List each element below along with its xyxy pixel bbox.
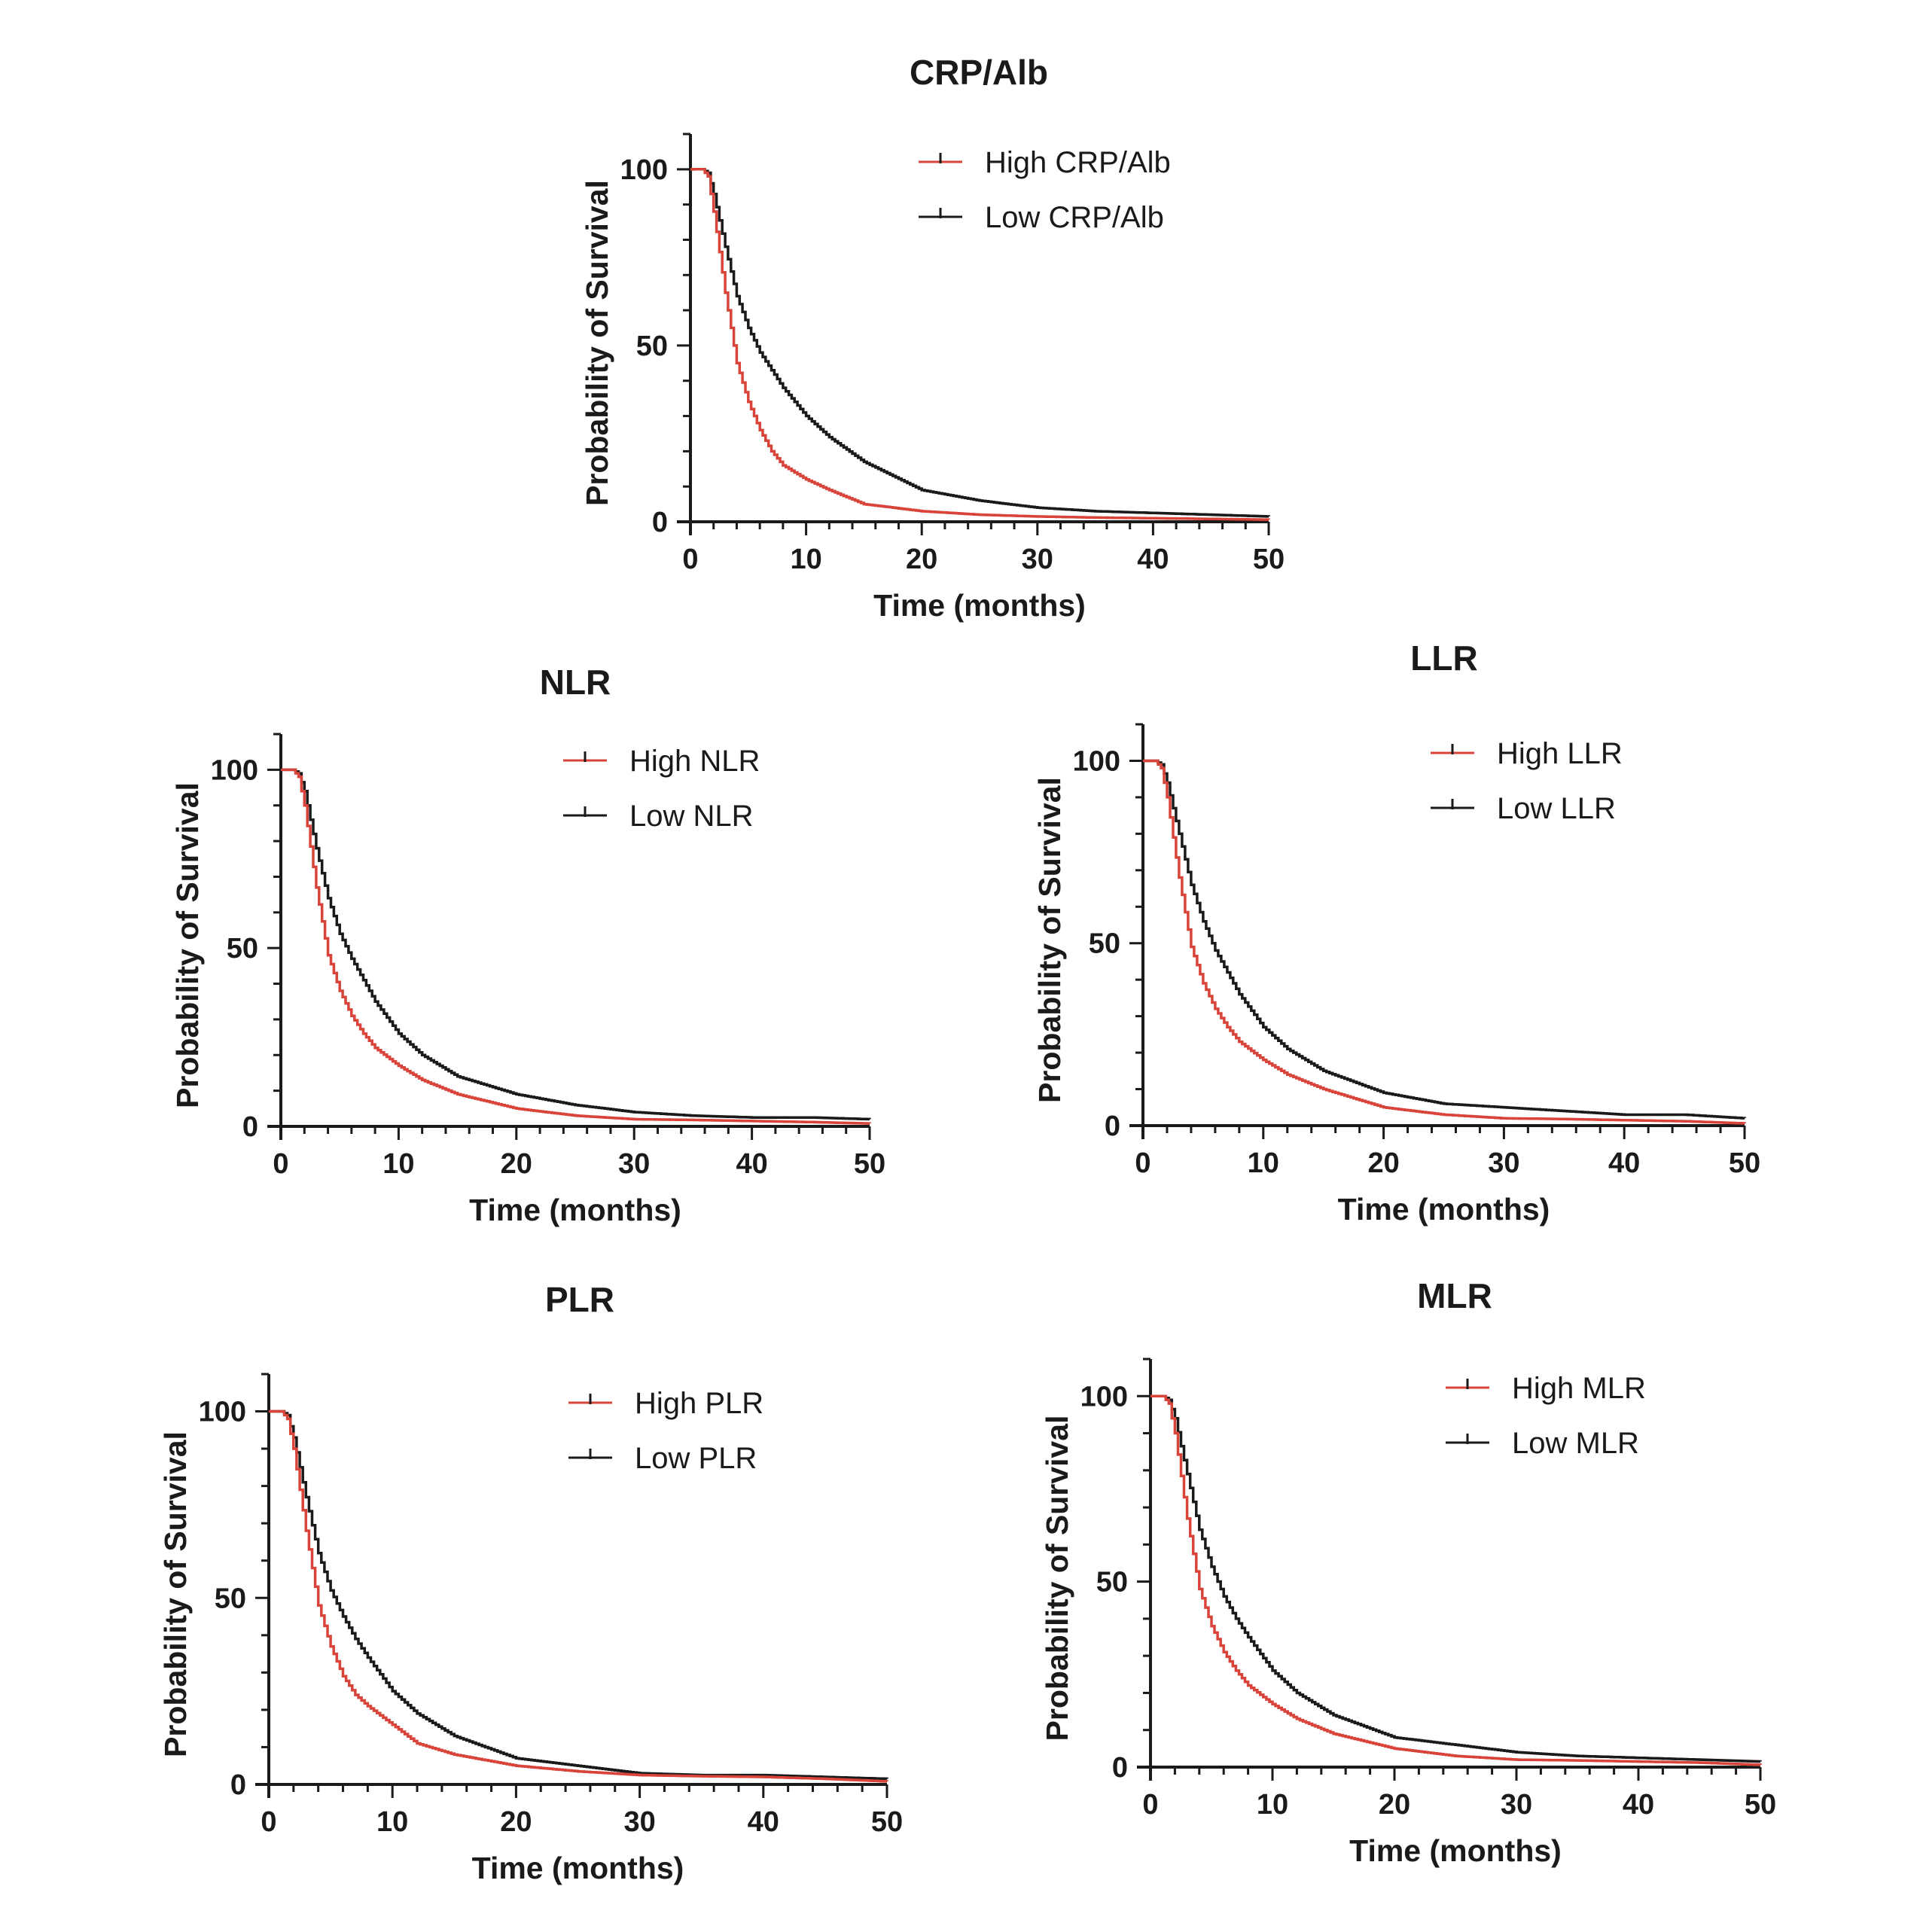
legend-item: Low PLR: [568, 1442, 757, 1475]
y-tick-label: 0: [242, 1111, 258, 1143]
y-tick-label: 50: [636, 331, 668, 362]
y-axis-label: Probability of Survival: [1032, 777, 1067, 1103]
y-tick-label: 0: [1105, 1111, 1120, 1142]
x-tick-label: 0: [1135, 1147, 1150, 1179]
chart-panel-nlr: NLR 0 50 100 0 10 20 30 40 50 Time (months) Probabi…: [170, 663, 885, 1227]
x-axis-label: Time (months): [1349, 1833, 1562, 1868]
series-line-low: [690, 169, 1269, 517]
x-tick-label: 40: [1623, 1789, 1654, 1821]
x-tick-label: 0: [261, 1806, 276, 1838]
chart-panel-plr: PLR 0 50 100 0 10 20 30 40 50 Time (months) Probabi…: [158, 1280, 903, 1885]
x-tick-label: 20: [1379, 1789, 1410, 1821]
x-tick-label: 30: [618, 1148, 650, 1180]
legend-label: High LLR: [1497, 737, 1623, 770]
x-tick-label: 10: [1257, 1789, 1288, 1821]
legend-item: Low NLR: [563, 800, 754, 833]
series-line-high: [690, 169, 1269, 520]
y-tick-label: 100: [199, 1397, 246, 1428]
x-tick-label: 0: [273, 1148, 288, 1180]
chart-panel-mlr: MLR 0 50 100 0 10 20 30 40 50 Time (months) Probabi…: [1040, 1276, 1776, 1868]
legend-item: Low MLR: [1446, 1427, 1639, 1460]
x-tick-label: 50: [1745, 1789, 1776, 1821]
y-tick-label: 100: [1073, 745, 1120, 777]
series-line-high: [1150, 1396, 1760, 1765]
x-tick-label: 50: [1253, 544, 1285, 575]
x-tick-label: 10: [376, 1806, 408, 1838]
chart-title: MLR: [1417, 1276, 1492, 1315]
x-axis-label: Time (months): [469, 1193, 681, 1227]
legend-label: High MLR: [1512, 1372, 1646, 1405]
y-tick-label: 100: [211, 754, 258, 786]
legend-item: High LLR: [1431, 737, 1623, 770]
y-tick-label: 0: [652, 507, 668, 538]
x-tick-label: 30: [1022, 544, 1053, 575]
y-tick-label: 50: [1089, 928, 1120, 960]
series-line-low: [269, 1412, 887, 1779]
series-line-low: [1150, 1396, 1760, 1761]
km-figure: CRP/Alb0501000 10 20 30 40 50Time (months)Pro…: [0, 0, 1920, 1932]
y-tick-label: 50: [1096, 1567, 1128, 1598]
y-axis-label: Probability of Survival: [580, 180, 614, 506]
x-tick-label: 20: [501, 1148, 532, 1180]
x-tick-label: 50: [1729, 1147, 1760, 1179]
legend-item: High NLR: [563, 745, 760, 778]
series-line-low: [281, 769, 870, 1119]
x-axis-label: Time (months): [472, 1851, 684, 1885]
legend-item: Low CRP/Alb: [919, 201, 1164, 234]
legend-label: Low CRP/Alb: [985, 201, 1164, 234]
legend-item: High MLR: [1446, 1372, 1646, 1405]
chart-title: CRP/Alb: [910, 53, 1048, 92]
y-axis-label: Probability of Survival: [158, 1431, 193, 1757]
x-tick-label: 10: [1248, 1147, 1279, 1179]
chart-panel-crp-alb: CRP/Alb 0 50 100 0 10 20 30 40 50 Time (months) Pro…: [580, 53, 1285, 623]
x-tick-label: 20: [500, 1806, 532, 1838]
y-tick-label: 50: [215, 1583, 246, 1614]
series-line-low: [1143, 760, 1745, 1118]
legend-item: Low LLR: [1431, 792, 1616, 825]
x-tick-label: 40: [1608, 1147, 1640, 1179]
x-tick-label: 40: [1137, 544, 1169, 575]
legend-item: High CRP/Alb: [919, 146, 1171, 179]
x-tick-label: 20: [1367, 1147, 1399, 1179]
legend-label: Low MLR: [1512, 1427, 1639, 1460]
legend-label: High PLR: [635, 1387, 763, 1420]
chart-title: PLR: [545, 1280, 614, 1319]
x-tick-label: 40: [736, 1148, 767, 1180]
y-tick-label: 0: [230, 1769, 246, 1801]
y-tick-label: 0: [1112, 1752, 1128, 1784]
y-tick-label: 100: [1080, 1381, 1128, 1412]
legend-label: Low PLR: [635, 1442, 757, 1475]
x-tick-label: 30: [1501, 1789, 1532, 1821]
x-tick-label: 20: [906, 544, 937, 575]
x-tick-label: 10: [790, 544, 821, 575]
y-axis-label: Probability of Survival: [170, 782, 205, 1108]
x-axis-label: Time (months): [873, 588, 1086, 623]
legend-label: Low LLR: [1497, 792, 1616, 825]
x-axis-label: Time (months): [1338, 1192, 1550, 1227]
chart-panel-llr: LLR 0 50 100 0 10 20 30 40 50 Time (months) Probabi…: [1032, 638, 1760, 1227]
y-tick-label: 100: [620, 154, 668, 186]
chart-title: NLR: [540, 663, 611, 702]
x-tick-label: 30: [623, 1806, 655, 1838]
series-line-high: [281, 769, 870, 1123]
y-tick-label: 50: [227, 933, 258, 964]
x-tick-label: 30: [1488, 1147, 1519, 1179]
x-tick-label: 10: [382, 1148, 414, 1180]
y-axis-label: Probability of Survival: [1040, 1415, 1074, 1742]
legend-label: High CRP/Alb: [985, 146, 1171, 179]
series-line-high: [1143, 760, 1745, 1123]
legend-item: High PLR: [568, 1387, 763, 1420]
legend-label: Low NLR: [629, 800, 754, 833]
x-tick-label: 50: [854, 1148, 885, 1180]
x-tick-label: 50: [871, 1806, 903, 1838]
series-line-high: [269, 1412, 887, 1782]
x-tick-label: 0: [682, 544, 698, 575]
x-tick-label: 40: [748, 1806, 779, 1838]
chart-title: LLR: [1410, 638, 1477, 678]
x-tick-label: 0: [1142, 1789, 1158, 1821]
legend-label: High NLR: [629, 745, 760, 778]
